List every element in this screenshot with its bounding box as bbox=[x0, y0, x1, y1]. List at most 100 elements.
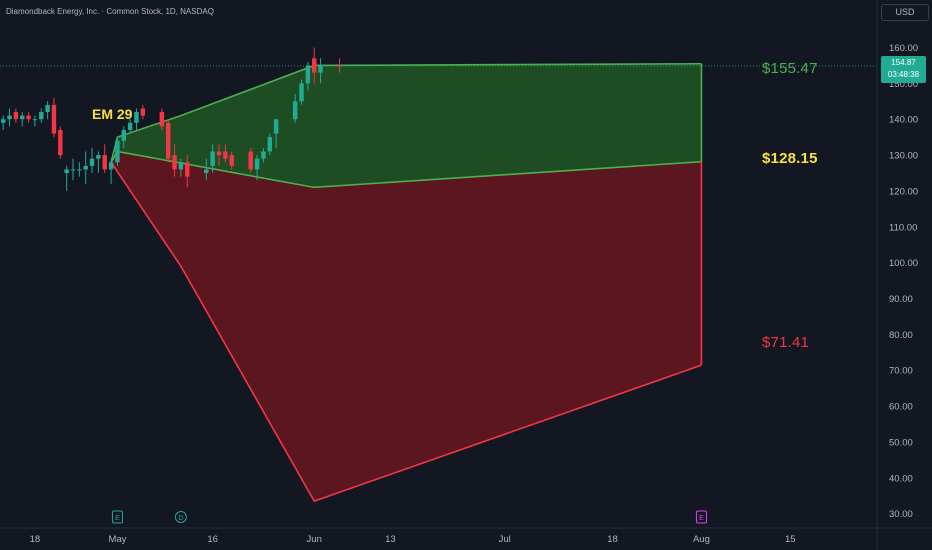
time-tick-label: 16 bbox=[207, 534, 218, 545]
current-price-label: 154.87 bbox=[891, 58, 916, 67]
candle bbox=[273, 119, 279, 148]
candle-body bbox=[96, 155, 101, 159]
candle bbox=[337, 58, 342, 73]
candle-body bbox=[115, 140, 120, 163]
candle bbox=[159, 108, 165, 130]
candle-body bbox=[305, 65, 311, 84]
bar-countdown-label: 03:48:38 bbox=[887, 70, 920, 79]
candle-body bbox=[172, 155, 177, 170]
time-tick-label: 15 bbox=[785, 534, 796, 545]
candle bbox=[108, 158, 114, 184]
time-tick-label: Jul bbox=[499, 534, 511, 545]
candle bbox=[216, 144, 222, 166]
candle-body bbox=[0, 119, 6, 123]
candle bbox=[19, 112, 25, 127]
price-tick-label: 90.00 bbox=[889, 294, 913, 305]
candle bbox=[45, 101, 50, 120]
candle bbox=[172, 144, 177, 177]
candle bbox=[83, 151, 88, 184]
symbol-title: Diamondback Energy, Inc. · Common Stock,… bbox=[6, 7, 214, 16]
candle bbox=[204, 158, 209, 181]
price-tick-label: 30.00 bbox=[889, 509, 913, 520]
price-tick-label: 40.00 bbox=[889, 473, 913, 484]
candle-body bbox=[254, 158, 260, 170]
expected-move-zones bbox=[110, 62, 703, 503]
candle-body bbox=[45, 104, 50, 113]
candle-body bbox=[292, 101, 298, 120]
candle-body bbox=[204, 169, 209, 174]
candle-body bbox=[70, 169, 76, 171]
price-tick-label: 160.00 bbox=[889, 43, 918, 54]
candle bbox=[305, 61, 311, 91]
price-tick-label: 150.00 bbox=[889, 79, 918, 90]
candle-body bbox=[159, 112, 165, 127]
price-tick-label: 50.00 bbox=[889, 437, 913, 448]
marker-letter: D bbox=[178, 515, 183, 522]
time-tick-label: 13 bbox=[385, 534, 396, 545]
candle-body bbox=[58, 129, 63, 156]
price-tick-label: 60.00 bbox=[889, 402, 913, 413]
candle bbox=[39, 108, 44, 123]
candle-body bbox=[26, 115, 31, 120]
candle bbox=[115, 137, 120, 166]
candle bbox=[70, 158, 76, 181]
time-tick-label: May bbox=[108, 534, 126, 545]
green-zone-fill bbox=[111, 63, 702, 188]
candle bbox=[178, 158, 184, 177]
candle-body bbox=[311, 58, 317, 73]
price-axis[interactable]: 160.00 150.00 140.00 130.00 120.00 110.00 100.… bbox=[876, 0, 918, 550]
candle bbox=[254, 155, 260, 181]
currency-selector[interactable]: USD bbox=[881, 4, 929, 21]
price-tick-label: 130.00 bbox=[889, 151, 918, 162]
candle-body bbox=[185, 162, 190, 177]
candle-body bbox=[13, 112, 19, 120]
candle bbox=[165, 119, 171, 163]
marker-shape bbox=[695, 510, 707, 524]
candle bbox=[64, 165, 69, 191]
candle bbox=[102, 144, 107, 174]
marker-shape bbox=[174, 511, 187, 523]
candle-body bbox=[83, 165, 88, 170]
candle bbox=[299, 79, 304, 105]
candle-body bbox=[273, 119, 279, 134]
candle bbox=[261, 147, 266, 163]
candle-body bbox=[299, 83, 304, 102]
price-tick-label: 120.00 bbox=[889, 186, 918, 197]
red-zone-lower-edge bbox=[110, 161, 702, 503]
price-tick-label: 100.00 bbox=[889, 258, 918, 269]
time-tick-label: 18 bbox=[30, 534, 41, 545]
candle-body bbox=[140, 108, 146, 116]
red-zone-fill bbox=[111, 151, 702, 502]
candle-body bbox=[32, 119, 38, 121]
price-tick-label: 70.00 bbox=[889, 366, 913, 377]
earnings-marker: E bbox=[111, 510, 123, 524]
candle-body bbox=[248, 151, 253, 170]
marker-letter: E bbox=[699, 515, 704, 522]
price-tick-label: 110.00 bbox=[889, 222, 917, 233]
candle-body bbox=[229, 155, 234, 166]
candle-body bbox=[318, 65, 323, 73]
current-price-tag: 154.87 03:48:38 bbox=[881, 56, 926, 83]
dividend-marker: D bbox=[174, 511, 187, 523]
candle-body bbox=[165, 122, 171, 159]
candle-body bbox=[51, 104, 57, 134]
mid-target-label: $128.15 bbox=[762, 150, 818, 167]
candle-body bbox=[134, 112, 139, 123]
candle-body bbox=[19, 115, 25, 120]
candle-body bbox=[39, 112, 44, 120]
candle bbox=[26, 112, 31, 123]
candle-body bbox=[121, 129, 127, 141]
earnings-marker: E bbox=[695, 510, 707, 524]
candle-body bbox=[108, 162, 114, 170]
expected-move-label: EM 29 bbox=[92, 106, 133, 122]
time-tick-label: Jun bbox=[307, 534, 322, 545]
candle bbox=[229, 151, 234, 170]
candle-body bbox=[89, 158, 95, 166]
time-axis[interactable]: 18 May 16 Jun 13 Jul 18 Aug 15 bbox=[0, 527, 932, 545]
candle bbox=[13, 108, 19, 123]
candle-body bbox=[216, 151, 222, 156]
upper-target-label: $155.47 bbox=[762, 60, 818, 77]
candle-body bbox=[77, 169, 82, 171]
